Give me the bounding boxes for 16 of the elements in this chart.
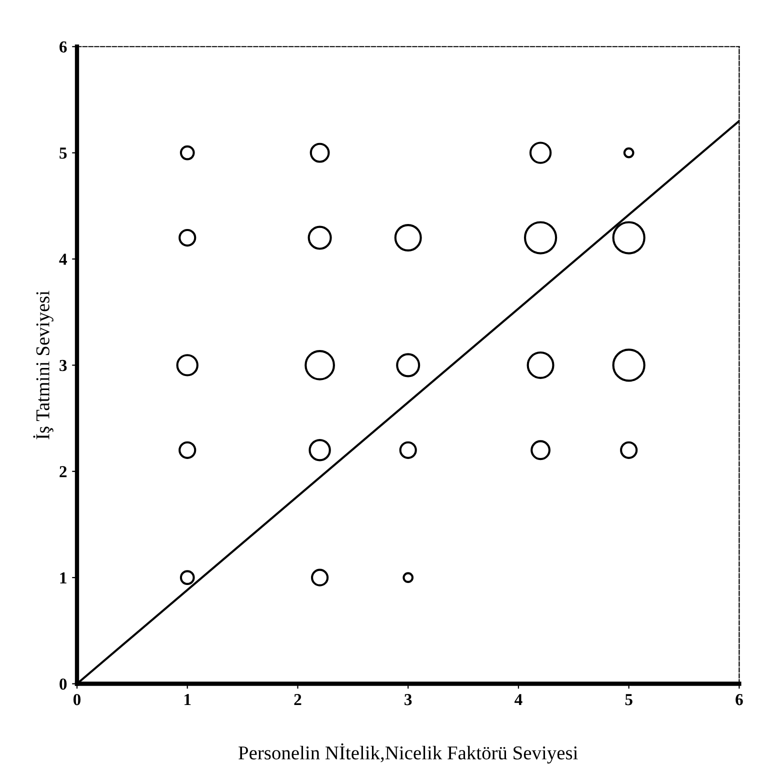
y-tick-label: 3 <box>60 360 67 372</box>
x-tick-label: 6 <box>736 694 743 706</box>
x-tick-label: 3 <box>404 694 412 706</box>
x-tick-label: 0 <box>73 694 81 706</box>
x-tick-label: 2 <box>294 694 302 706</box>
y-tick-label: 1 <box>60 572 66 584</box>
x-axis-title: Personelin Nİtelik,Nicelik Faktörü Seviyesi <box>238 743 578 764</box>
y-tick-label: 6 <box>60 41 67 53</box>
x-tick-label: 1 <box>184 694 191 706</box>
y-tick-label: 5 <box>60 148 67 159</box>
x-tick-label: 4 <box>514 694 522 706</box>
y-axis-title: İş Tatmini Seviyesi <box>33 290 54 440</box>
y-tick-label: 4 <box>59 254 67 265</box>
x-tick-label: 5 <box>625 694 632 706</box>
y-tick-label: 0 <box>60 678 67 690</box>
y-tick-label: 2 <box>60 466 67 478</box>
